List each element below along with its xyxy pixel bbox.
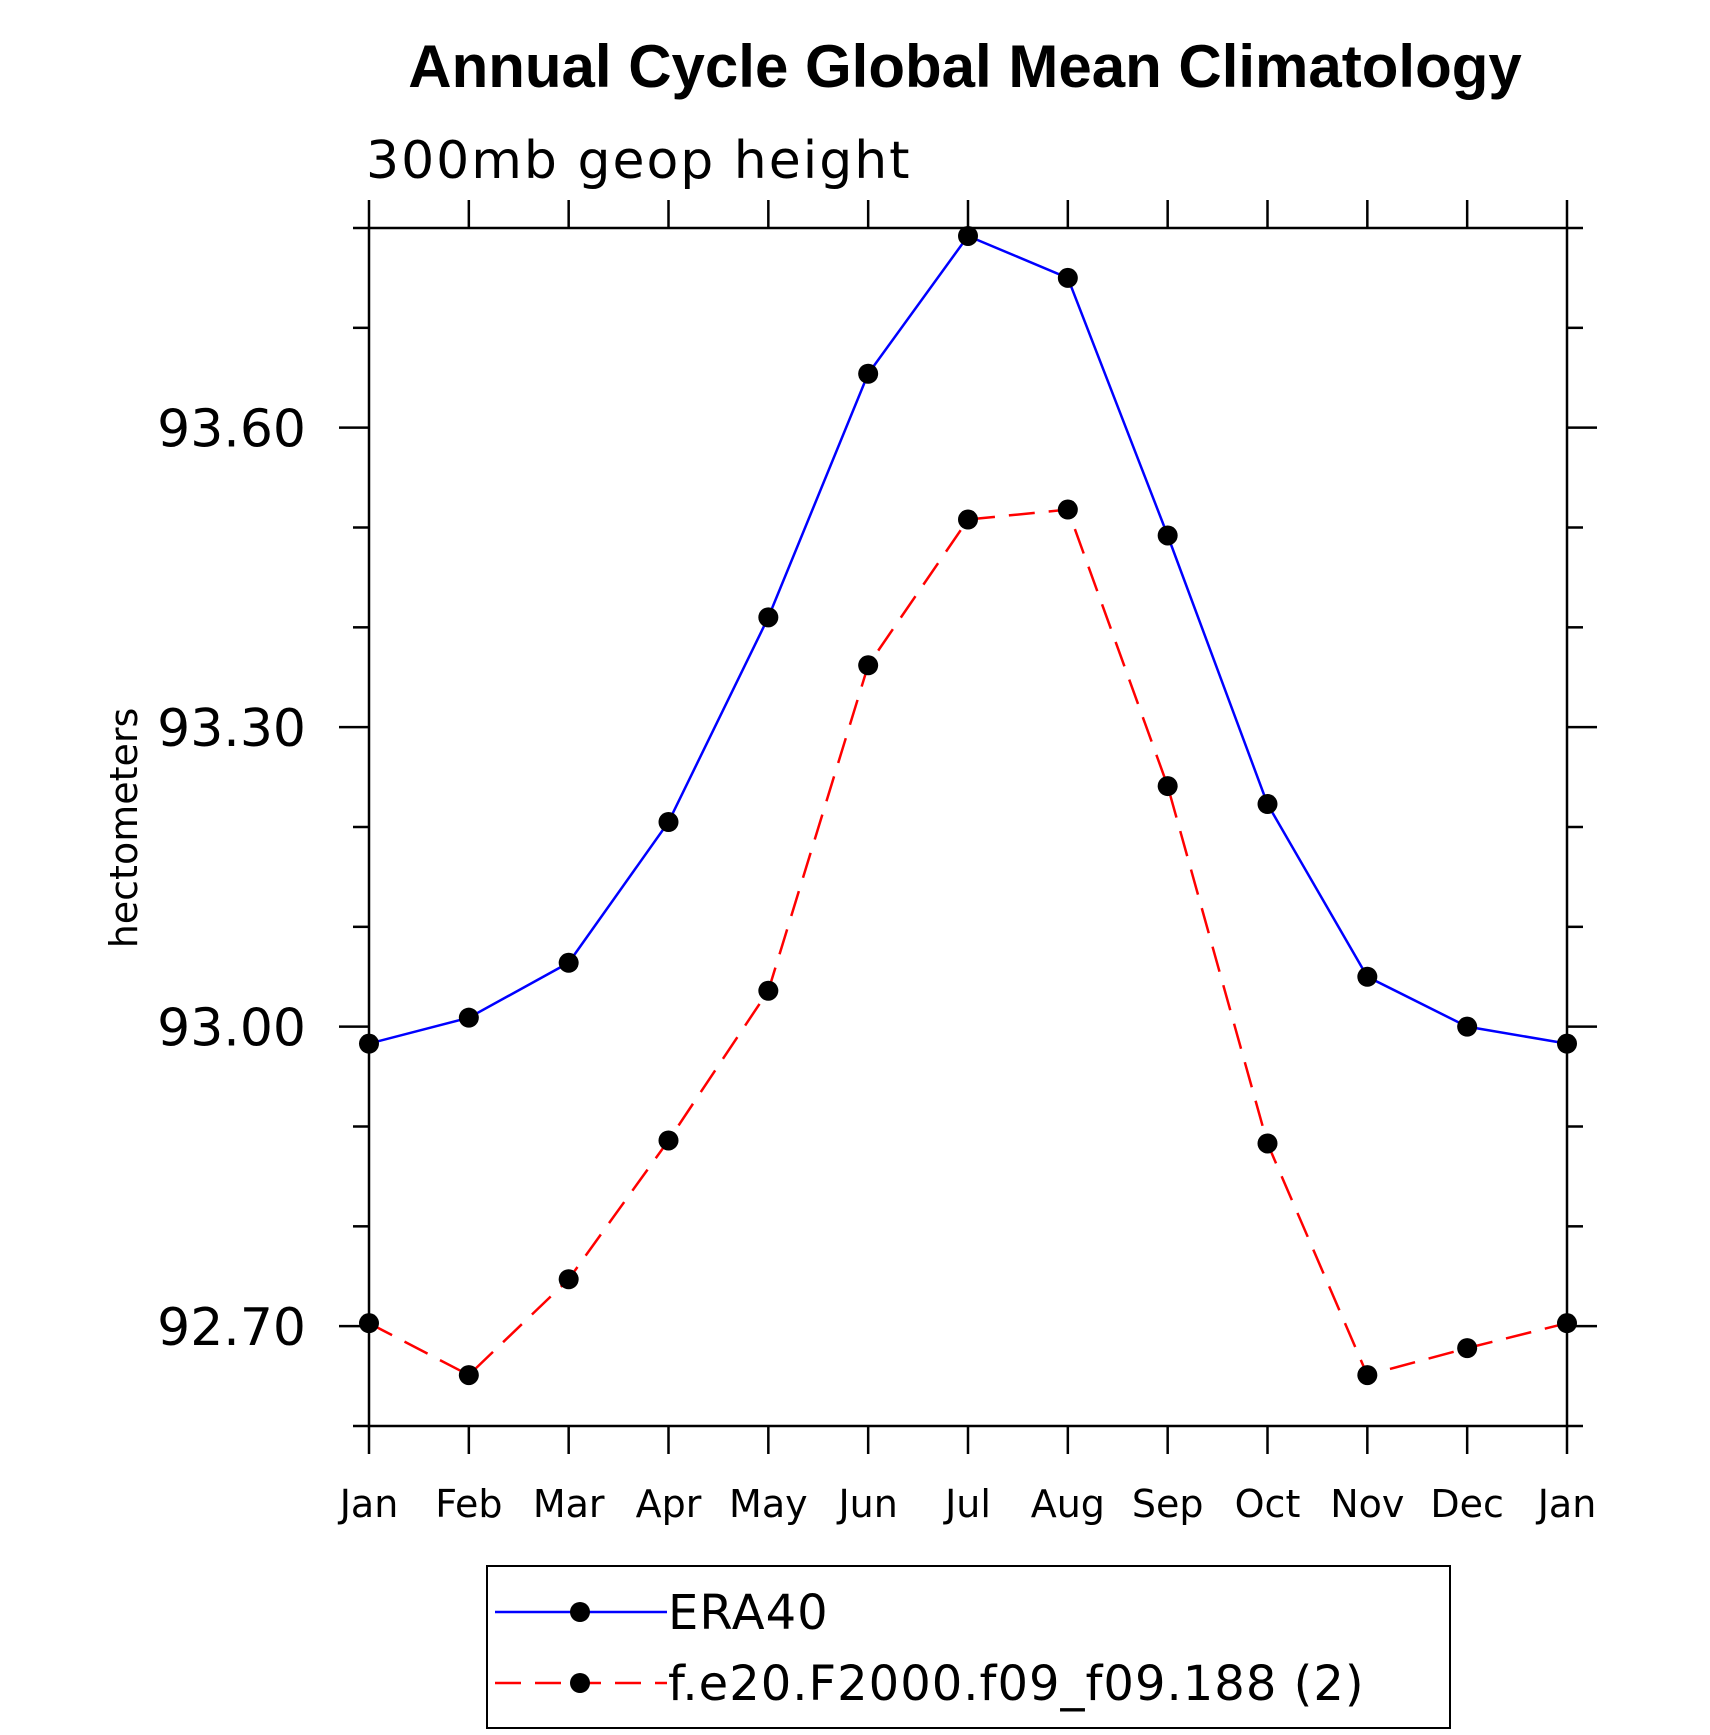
y-tick-label: 93.30 (157, 699, 306, 759)
data-point (359, 1033, 379, 1054)
y-axis-label: hectometers (102, 708, 146, 949)
data-point (1357, 1365, 1378, 1386)
legend-label-2: f.e20.F2000.f09_f09.188 (2) (668, 1656, 1365, 1712)
data-markers (359, 225, 1577, 1386)
x-tick-label: Jun (836, 1482, 897, 1526)
axes: Jan Feb Mar Apr May Jun Jul Aug Sep Oct Nov Dec Jan 9… (157, 200, 1597, 1526)
data-point (858, 655, 879, 676)
x-tick-label: Jul (943, 1482, 991, 1526)
data-point (1557, 1033, 1577, 1054)
x-tick-label: Dec (1430, 1482, 1504, 1526)
data-point (1157, 776, 1178, 797)
x-tick-label: Aug (1031, 1482, 1105, 1526)
x-tick-label: Oct (1235, 1482, 1301, 1526)
data-point (1257, 1133, 1278, 1154)
chart-title: Annual Cycle Global Mean Climatology (408, 33, 1522, 100)
data-point (1457, 1338, 1478, 1359)
data-point (858, 363, 879, 384)
plot-frame (367, 226, 1569, 1428)
data-point (359, 1313, 379, 1334)
data-point (1357, 966, 1378, 987)
data-point (1057, 499, 1078, 520)
legend-box (486, 1565, 1451, 1729)
data-point (558, 952, 579, 973)
x-tick-label: Feb (435, 1482, 502, 1526)
series-line-1 (368, 234, 1568, 1045)
data-point (758, 607, 779, 628)
legend: ERA40 f.e20.F2000.f09_f09.188 (2) (495, 1585, 1365, 1712)
y-tick-label: 93.60 (157, 400, 306, 460)
x-tick-label: Mar (533, 1482, 605, 1526)
data-point (1557, 1313, 1577, 1334)
data-point (758, 980, 779, 1001)
legend-marker-1 (570, 1602, 590, 1622)
data-point (658, 812, 679, 833)
x-tick-label: Jan (338, 1482, 399, 1526)
x-tick-label: Apr (636, 1482, 702, 1526)
data-point (1057, 267, 1078, 288)
data-point (558, 1269, 579, 1290)
series-lines (368, 234, 1568, 1377)
data-point (1457, 1016, 1478, 1037)
data-point (458, 1007, 479, 1028)
x-tick-label: Sep (1132, 1482, 1204, 1526)
data-point (1157, 525, 1178, 546)
series-line-2 (368, 508, 1568, 1377)
legend-label-1: ERA40 (668, 1585, 829, 1641)
data-point (1257, 794, 1278, 815)
data-point (958, 225, 978, 246)
data-point (658, 1130, 679, 1151)
x-tick-label: Jan (1536, 1482, 1597, 1526)
y-tick-label: 92.70 (157, 1298, 306, 1358)
data-point (458, 1365, 479, 1386)
x-tick-label: May (729, 1482, 808, 1526)
legend-marker-2 (570, 1673, 590, 1693)
chart-subtitle: 300mb geop height (366, 131, 912, 191)
x-tick-label: Nov (1330, 1482, 1404, 1526)
data-point (958, 509, 978, 530)
y-tick-label: 93.00 (157, 999, 306, 1059)
